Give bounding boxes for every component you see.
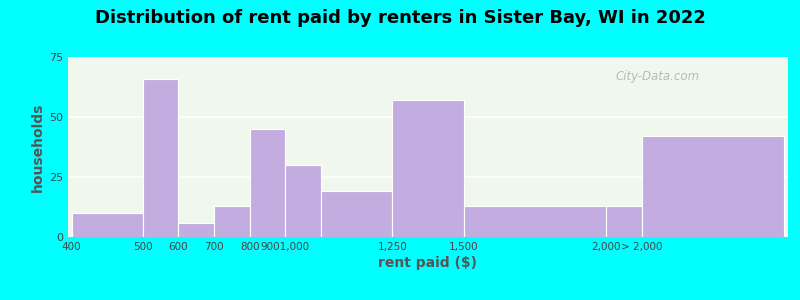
Y-axis label: households: households — [31, 102, 45, 192]
Bar — [392, 100, 464, 237]
Text: City-Data.com: City-Data.com — [615, 70, 699, 83]
Bar — [642, 136, 785, 237]
Bar — [250, 129, 286, 237]
Bar — [178, 223, 214, 237]
Bar — [71, 213, 143, 237]
X-axis label: rent paid ($): rent paid ($) — [378, 256, 478, 270]
Bar — [321, 191, 392, 237]
Bar — [214, 206, 250, 237]
Bar — [286, 165, 321, 237]
Bar — [606, 206, 642, 237]
Bar — [143, 79, 178, 237]
Bar — [464, 206, 606, 237]
Text: Distribution of rent paid by renters in Sister Bay, WI in 2022: Distribution of rent paid by renters in … — [94, 9, 706, 27]
